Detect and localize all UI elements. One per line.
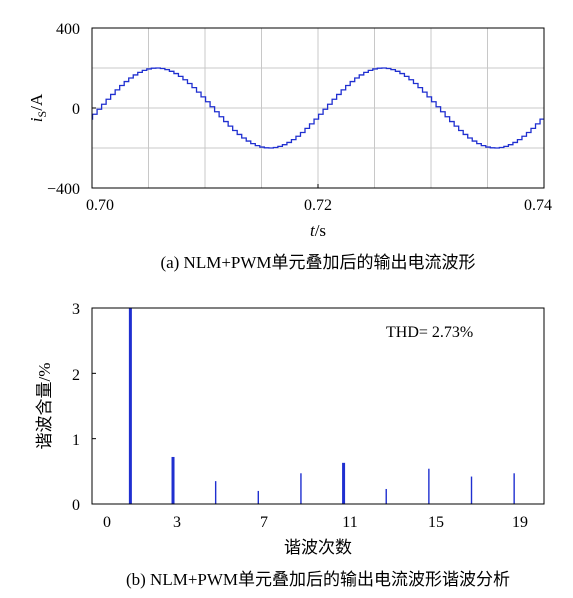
chart-a-xlabel: t/s — [310, 221, 326, 240]
chart-a-ytick-label: −400 — [47, 181, 80, 198]
thd-annotation: THD= 2.73% — [386, 324, 473, 341]
chart-b: 3 2 1 0 0 3 7 11 15 19 谐波含量/% 谐波次数 THD= … — [35, 301, 545, 589]
chart-b-ytick-label: 0 — [72, 497, 80, 514]
harmonic-bar — [300, 473, 302, 504]
chart-b-ticks — [92, 307, 96, 505]
chart-b-xlabel: 谐波次数 — [284, 538, 352, 557]
chart-b-xtick-label: 19 — [512, 514, 528, 531]
chart-a-ylabel: iS/A — [27, 93, 49, 122]
harmonic-bar — [171, 456, 175, 504]
chart-b-ytick-label: 3 — [72, 301, 80, 318]
chart-a-ticks — [91, 27, 545, 189]
chart-a-ylabel-sub: S — [35, 111, 49, 118]
harmonic-bar — [385, 488, 387, 504]
harmonic-bar — [428, 468, 430, 504]
harmonic-bar — [513, 473, 515, 504]
harmonic-bar — [470, 476, 473, 504]
chart-a-ylabel-unit: /A — [27, 93, 46, 111]
chart-a-ytick-label: 400 — [56, 21, 80, 38]
chart-b-ytick-label: 1 — [72, 432, 80, 449]
harmonic-bar — [128, 308, 132, 504]
chart-a-grid — [92, 28, 544, 188]
chart-a-xtick-label: 0.74 — [524, 197, 552, 214]
chart-b-xtick-label: 11 — [342, 514, 357, 531]
chart-a-caption: (a) NLM+PWM单元叠加后的输出电流波形 — [160, 253, 475, 272]
chart-b-xtick-label: 3 — [173, 514, 181, 531]
chart-b-xtick-label: 0 — [103, 514, 111, 531]
chart-a: 400 0 −400 0.70 0.72 0.74 iS/A t/s (a) N… — [27, 21, 552, 272]
chart-a-xtick-label: 0.72 — [304, 197, 332, 214]
chart-b-ylabel: 谐波含量/% — [35, 363, 54, 450]
harmonic-bar — [342, 462, 346, 504]
current-waveform-line — [91, 67, 544, 149]
chart-b-xtick-label: 15 — [428, 514, 444, 531]
chart-a-ylabel-var: i — [27, 117, 46, 122]
harmonic-bar — [257, 490, 259, 504]
chart-a-xtick-label: 0.70 — [86, 197, 114, 214]
chart-b-caption: (b) NLM+PWM单元叠加后的输出电流波形谐波分析 — [126, 570, 510, 589]
chart-b-frame — [91, 307, 545, 505]
harmonic-bar — [214, 481, 217, 504]
chart-b-xtick-label: 7 — [260, 514, 268, 531]
chart-a-xlabel-var: t — [310, 221, 316, 240]
chart-b-ytick-label: 2 — [72, 367, 80, 384]
chart-a-ytick-label: 0 — [72, 101, 80, 118]
chart-a-xlabel-unit: /s — [315, 221, 326, 240]
chart-b-bars — [128, 308, 515, 504]
